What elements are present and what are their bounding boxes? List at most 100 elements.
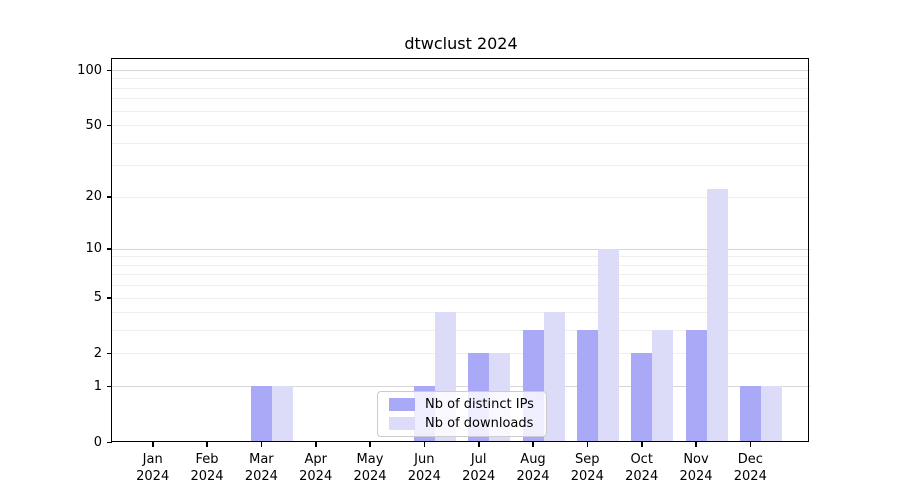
minor-gridline-8 bbox=[112, 264, 810, 266]
minor-gridline-7 bbox=[112, 274, 810, 276]
x-tick-label-sep: Sep 2024 bbox=[559, 452, 615, 486]
x-tick-month: Nov bbox=[683, 452, 709, 467]
minor-gridline-80 bbox=[112, 87, 810, 89]
x-tick-yearline: 2024 bbox=[244, 468, 278, 484]
bar-distinct-ips-oct bbox=[631, 353, 653, 442]
legend-swatch-downloads bbox=[389, 417, 415, 431]
x-tick-month: May bbox=[356, 452, 384, 467]
y-tick-label-50: 50 bbox=[85, 117, 102, 133]
x-tick-month: Jun bbox=[414, 452, 435, 467]
x-tick-sep bbox=[586, 442, 589, 447]
plot-border bbox=[111, 58, 809, 442]
minor-gridline-6 bbox=[112, 285, 810, 287]
minor-gridline-50 bbox=[112, 125, 810, 127]
y-tick-label-20: 20 bbox=[85, 189, 102, 205]
x-tick-yearline: 2024 bbox=[353, 468, 387, 484]
y-tick-0 bbox=[107, 441, 112, 443]
x-tick-jul bbox=[478, 442, 480, 447]
minor-gridline-3 bbox=[112, 330, 810, 332]
x-tick-label-dec: Dec 2024 bbox=[722, 452, 778, 486]
x-tick-may bbox=[369, 442, 371, 447]
x-tick-label-oct: Oct 2024 bbox=[614, 452, 670, 486]
bar-downloads-mar bbox=[271, 386, 293, 442]
minor-gridline-9 bbox=[112, 256, 810, 258]
x-tick-nov bbox=[695, 442, 697, 447]
minor-gridline-4 bbox=[112, 312, 810, 314]
x-tick-feb bbox=[206, 442, 208, 447]
bar-downloads-sep bbox=[597, 248, 619, 442]
y-tick-label-10: 10 bbox=[85, 241, 102, 257]
x-tick-dec bbox=[749, 442, 752, 447]
y-tick-label-0: 0 bbox=[93, 434, 102, 450]
minor-gridline-20 bbox=[112, 196, 810, 198]
y-tick-label-1: 1 bbox=[93, 378, 102, 394]
x-tick-apr bbox=[315, 442, 317, 447]
bar-downloads-aug bbox=[543, 312, 565, 442]
legend-row-downloads: Nb of downloads bbox=[378, 416, 546, 431]
y-tick-2 bbox=[107, 352, 112, 355]
x-tick-jun bbox=[423, 442, 426, 447]
y-tick-10 bbox=[107, 248, 112, 250]
minor-gridline-2 bbox=[112, 353, 810, 355]
y-tick-20 bbox=[107, 196, 112, 198]
major-gridline-100 bbox=[112, 70, 810, 71]
legend: Nb of distinct IPs Nb of downloads bbox=[377, 391, 547, 437]
x-tick-yearline: 2024 bbox=[679, 468, 713, 484]
x-tick-month: Oct bbox=[630, 452, 653, 467]
y-tick-label-100: 100 bbox=[77, 62, 102, 78]
y-tick-5 bbox=[107, 297, 112, 299]
bar-downloads-dec bbox=[760, 386, 782, 442]
x-tick-oct bbox=[641, 442, 643, 447]
x-tick-label-may: May 2024 bbox=[342, 452, 398, 486]
legend-row-distinct-ips: Nb of distinct IPs bbox=[378, 397, 546, 412]
x-tick-label-jun: Jun 2024 bbox=[396, 452, 452, 486]
x-tick-label-feb: Feb 2024 bbox=[179, 452, 235, 486]
legend-label-downloads: Nb of downloads bbox=[425, 416, 534, 432]
x-tick-yearline: 2024 bbox=[570, 468, 604, 484]
bar-distinct-ips-sep bbox=[576, 330, 598, 442]
legend-label-distinct-ips: Nb of distinct IPs bbox=[425, 396, 534, 412]
major-gridline-10 bbox=[112, 248, 810, 250]
x-tick-month: Apr bbox=[304, 452, 327, 467]
minor-gridline-40 bbox=[112, 142, 810, 144]
bar-distinct-ips-dec bbox=[739, 386, 761, 442]
x-tick-month: Jan bbox=[142, 452, 163, 467]
major-gridline-1 bbox=[112, 386, 810, 388]
y-tick-label-2: 2 bbox=[93, 345, 102, 361]
bar-downloads-oct bbox=[652, 330, 674, 442]
minor-gridline-70 bbox=[112, 98, 810, 100]
x-tick-month: Aug bbox=[520, 452, 546, 467]
x-tick-label-jul: Jul 2024 bbox=[451, 452, 507, 486]
x-tick-month: Sep bbox=[575, 452, 600, 467]
bar-distinct-ips-mar bbox=[250, 386, 272, 442]
x-tick-jan bbox=[152, 442, 154, 447]
x-tick-month: Dec bbox=[737, 452, 763, 467]
y-tick-100 bbox=[107, 69, 112, 71]
x-tick-month: Jul bbox=[470, 452, 487, 467]
x-tick-month: Feb bbox=[195, 452, 219, 467]
x-tick-yearline: 2024 bbox=[407, 468, 441, 484]
y-tick-label-5: 5 bbox=[93, 290, 102, 306]
x-tick-yearline: 2024 bbox=[625, 468, 659, 484]
bar-distinct-ips-nov bbox=[685, 330, 707, 442]
x-tick-month: Mar bbox=[249, 452, 274, 467]
x-tick-yearline: 2024 bbox=[299, 468, 333, 484]
x-tick-label-mar: Mar 2024 bbox=[233, 452, 289, 486]
minor-gridline-5 bbox=[112, 297, 810, 299]
minor-gridline-90 bbox=[112, 78, 810, 80]
x-tick-yearline: 2024 bbox=[190, 468, 224, 484]
x-tick-yearline: 2024 bbox=[516, 468, 550, 484]
x-tick-mar bbox=[260, 442, 263, 447]
x-tick-label-nov: Nov 2024 bbox=[668, 452, 724, 486]
x-tick-label-jan: Jan 2024 bbox=[125, 452, 181, 486]
x-tick-aug bbox=[532, 442, 534, 447]
x-tick-yearline: 2024 bbox=[733, 468, 767, 484]
y-tick-50 bbox=[107, 124, 112, 127]
x-tick-label-aug: Aug 2024 bbox=[505, 452, 561, 486]
legend-swatch-distinct-ips bbox=[389, 397, 415, 411]
minor-gridline-60 bbox=[112, 110, 810, 112]
x-tick-label-apr: Apr 2024 bbox=[288, 452, 344, 486]
x-tick-yearline: 2024 bbox=[462, 468, 496, 484]
chart-title: dtwclust 2024 bbox=[404, 34, 518, 53]
